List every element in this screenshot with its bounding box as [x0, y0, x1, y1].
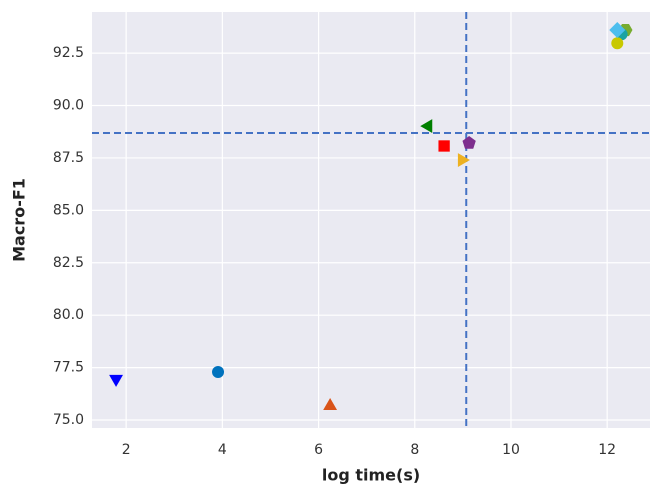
y-tick-label: 77.5: [53, 360, 84, 376]
x-tick-label: 10: [502, 442, 520, 458]
plot-area: [92, 12, 650, 428]
y-tick-label: 92.5: [53, 45, 84, 61]
point: [212, 366, 225, 379]
point: [109, 374, 123, 387]
y-tick-label: 87.5: [53, 150, 84, 166]
y-tick-label: 85.0: [53, 202, 84, 218]
y-tick-label: 80.0: [53, 307, 84, 323]
x-tick-label: 4: [218, 442, 227, 458]
point: [611, 37, 624, 50]
x-tick-label: 2: [122, 442, 131, 458]
y-tick-label: 90.0: [53, 98, 84, 114]
x-tick-label: 8: [410, 442, 419, 458]
x-tick-label: 12: [598, 442, 616, 458]
x-tick-label: 6: [314, 442, 323, 458]
point: [323, 397, 338, 410]
y-tick-label: 82.5: [53, 255, 84, 271]
point: [609, 22, 626, 39]
x-axis-label: log time(s): [322, 466, 420, 485]
point: [420, 119, 433, 133]
y-tick-label: 75.0: [53, 412, 84, 428]
y-axis-label: Macro-F1: [10, 178, 29, 262]
point: [462, 136, 476, 149]
point: [438, 140, 450, 152]
point: [457, 153, 470, 167]
